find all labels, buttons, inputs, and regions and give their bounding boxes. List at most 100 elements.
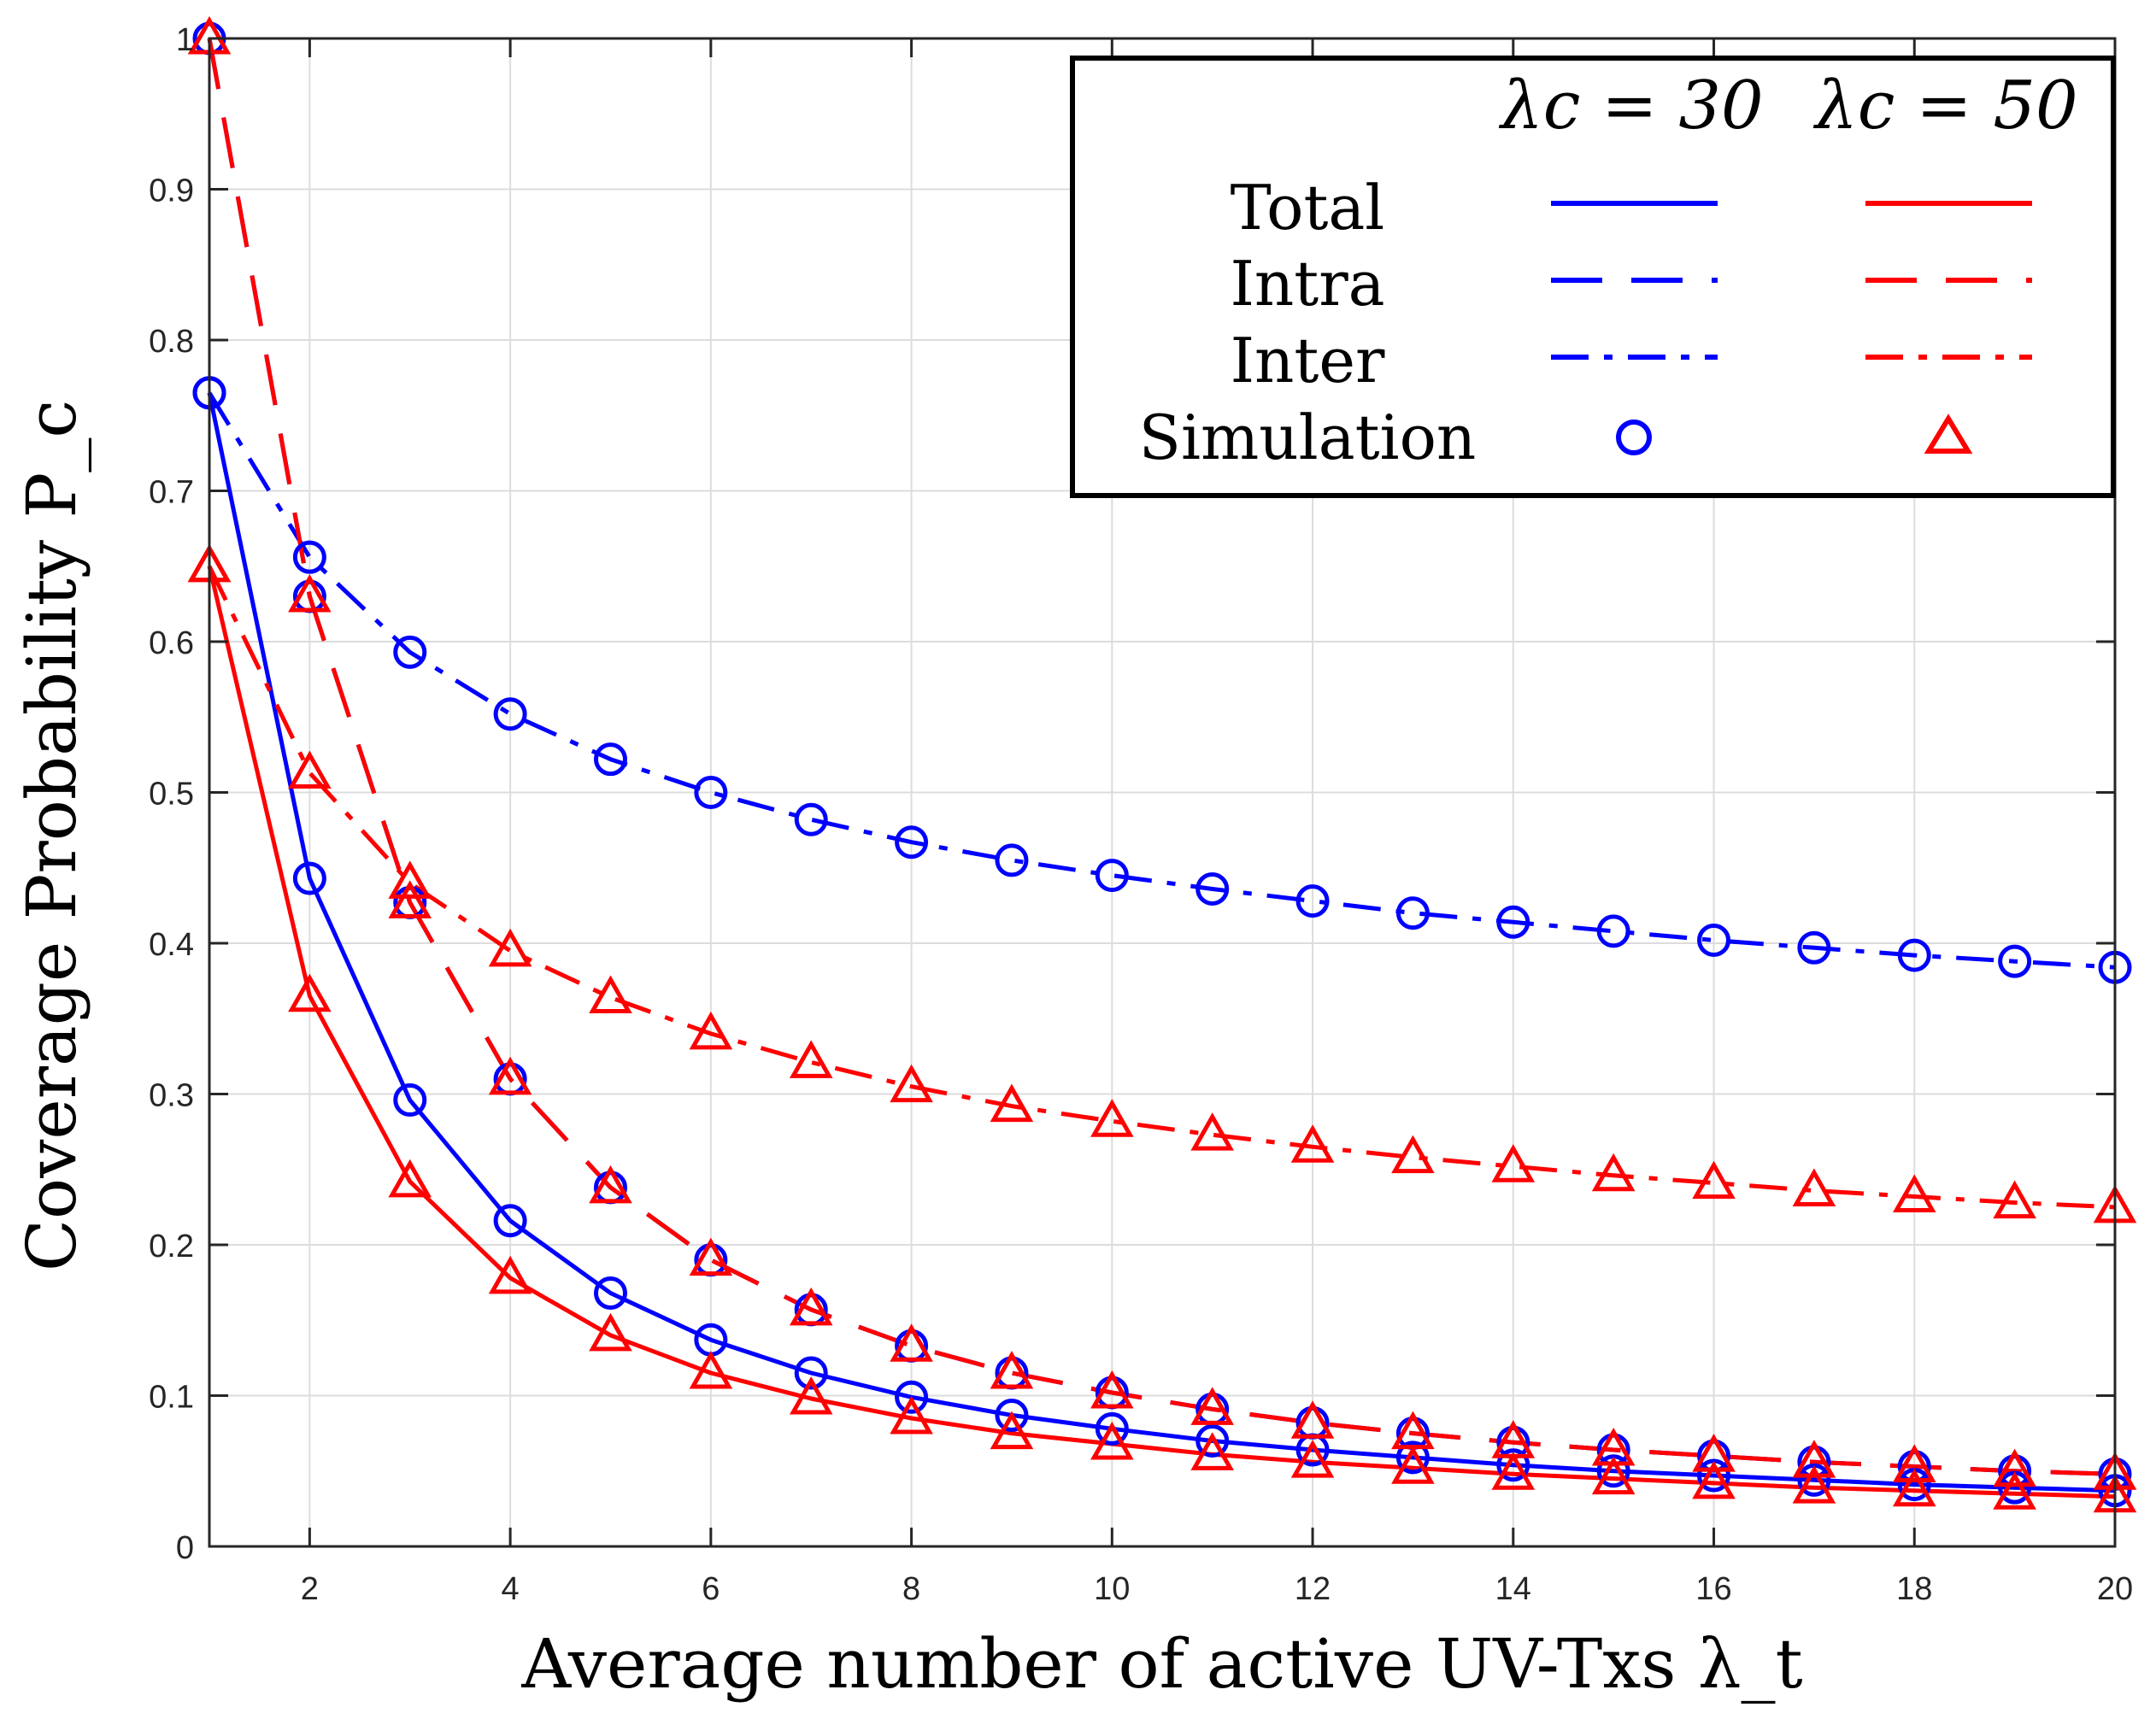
x-tick-label-6: 14 xyxy=(1495,1571,1531,1607)
x-tick-label-2: 6 xyxy=(702,1571,720,1607)
sim-triangle-s4-p8 xyxy=(990,1350,1034,1389)
sim-triangle-s3-p8 xyxy=(990,1411,1034,1450)
sim-triangle-s5-p3 xyxy=(488,928,532,967)
sim-triangle-s4-p4 xyxy=(589,1165,632,1204)
sim-circle-s2-p13 xyxy=(1496,905,1530,939)
sim-triangle-s3-p13 xyxy=(1491,1452,1536,1490)
sim-circle-s2-p7 xyxy=(895,825,929,860)
sim-triangle-s3-p15 xyxy=(1692,1460,1736,1499)
x-tick-label-5: 12 xyxy=(1295,1571,1331,1607)
sim-triangle-s5-p14 xyxy=(1591,1153,1636,1192)
legend-header-30: λc = 30 xyxy=(1498,67,1763,144)
y-axis-label: Coverage Probability P_c xyxy=(12,400,91,1271)
sim-triangle-s4-p10 xyxy=(1190,1387,1234,1425)
tick-labels: 2 4 6 8 10 12 14 16 18 20 0 0.1 0.2 0.3 0.4 0.5 0.6 0.7 0.… xyxy=(149,22,2133,1607)
sim-circle-s2-p10 xyxy=(1195,871,1230,906)
x-tick-label-1: 4 xyxy=(502,1571,520,1607)
legend-simulation-30-marker xyxy=(1616,419,1652,455)
y-tick-label-8: 0.8 xyxy=(149,324,194,360)
y-tick-label-2: 0.2 xyxy=(149,1229,194,1264)
sim-circle-s2-p9 xyxy=(1095,859,1129,893)
sim-triangle-s5-p11 xyxy=(1290,1124,1335,1163)
sim-circle-s0-p10 xyxy=(1195,1423,1230,1458)
sim-triangle-s3-p7 xyxy=(890,1395,933,1434)
x-tick-label-3: 8 xyxy=(902,1571,920,1607)
sim-triangle-s5-p6 xyxy=(789,1040,833,1078)
sim-triangle-s5-p5 xyxy=(689,1011,733,1050)
sim-triangle-s5-p1 xyxy=(288,750,332,789)
legend-label-inter: Inter xyxy=(1231,325,1385,396)
sim-triangle-s4-p9 xyxy=(1090,1370,1134,1409)
sim-triangle-s3-p10 xyxy=(1190,1432,1234,1470)
series-line-2 xyxy=(207,391,2116,970)
x-tick-label-4: 10 xyxy=(1094,1571,1130,1607)
sim-circle-s2-p15 xyxy=(1697,923,1731,957)
sim-triangle-s3-p2 xyxy=(388,1159,432,1198)
x-axis-label: Average number of active UV-Txs λ_t xyxy=(520,1624,1802,1704)
sim-triangle-s5-p4 xyxy=(589,975,632,1014)
sim-circle-s0-p13 xyxy=(1496,1448,1530,1482)
sim-circle-s0-p7 xyxy=(895,1380,929,1414)
sim-circle-s2-p1 xyxy=(292,540,326,574)
sim-triangle-s4-p3 xyxy=(488,1056,532,1095)
sim-circle-s2-p17 xyxy=(1897,938,1931,972)
sim-circle-s2-p16 xyxy=(1797,930,1831,965)
sim-circle-s2-p11 xyxy=(1295,884,1330,918)
y-tick-label-4: 0.4 xyxy=(149,927,194,963)
sim-triangle-s3-p6 xyxy=(789,1376,833,1415)
axes xyxy=(208,37,2117,1548)
x-tick-label-0: 2 xyxy=(301,1571,319,1607)
sim-circle-s0-p9 xyxy=(1095,1411,1129,1446)
sim-triangle-s5-p13 xyxy=(1491,1144,1536,1182)
sim-triangle-s5-p17 xyxy=(1892,1174,1936,1213)
legend-header-50: λc = 50 xyxy=(1812,67,2077,144)
sim-circle-s0-p2 xyxy=(393,1083,427,1118)
sim-triangle-s4-p14 xyxy=(1591,1427,1636,1466)
y-tick-label-0: 0 xyxy=(176,1530,194,1566)
legend-box xyxy=(1070,56,2116,498)
sim-triangle-s3-p11 xyxy=(1290,1440,1335,1478)
series-line-0 xyxy=(207,392,2116,1493)
legend-simulation-50-marker xyxy=(1924,414,1973,454)
sim-circle-s0-p12 xyxy=(1395,1440,1430,1475)
sim-circle-s2-p6 xyxy=(794,802,828,836)
sim-triangle-s4-p1 xyxy=(288,573,332,613)
y-tick-label-7: 0.7 xyxy=(149,475,194,511)
sim-triangle-s3-p17 xyxy=(1892,1468,1936,1507)
sim-triangle-s3-p3 xyxy=(488,1255,532,1294)
y-tick-label-1: 0.1 xyxy=(149,1380,194,1416)
x-tick-label-9: 20 xyxy=(2097,1571,2133,1607)
sim-circle-s2-p3 xyxy=(493,697,527,731)
sim-circle-s2-p18 xyxy=(1998,944,2032,978)
legend: λc = 30 λc = 50 Total Intra Inter Simula… xyxy=(1070,56,2116,498)
sim-triangle-s3-p18 xyxy=(1993,1471,2036,1510)
x-tick-label-8: 18 xyxy=(1896,1571,1932,1607)
y-axis-label-text: Coverage Probability P_c xyxy=(12,400,91,1271)
sim-triangle-s5-p7 xyxy=(890,1064,933,1103)
sim-triangle-s5-p18 xyxy=(1993,1180,2036,1219)
sim-circle-s2-p12 xyxy=(1395,896,1430,930)
sim-triangle-s4-p2 xyxy=(388,880,432,918)
legend-label-intra: Intra xyxy=(1230,248,1384,320)
x-tick-label-7: 16 xyxy=(1695,1571,1731,1607)
sim-triangle-s5-p9 xyxy=(1090,1099,1134,1137)
sim-triangle-s5-p8 xyxy=(990,1083,1034,1123)
legend-label-total: Total xyxy=(1231,172,1385,243)
sim-triangle-s5-p15 xyxy=(1692,1160,1736,1200)
legend-label-simulation: Simulation xyxy=(1139,402,1477,473)
sim-circle-s0-p3 xyxy=(493,1204,527,1238)
sim-triangle-s4-p18 xyxy=(1993,1448,2036,1487)
sim-circle-s2-p5 xyxy=(694,776,728,809)
y-tick-label-10: 1 xyxy=(176,22,194,58)
sim-circle-s2-p2 xyxy=(393,635,427,669)
sim-triangle-s3-p16 xyxy=(1792,1465,1836,1504)
sim-triangle-s3-p12 xyxy=(1391,1446,1435,1484)
sim-triangle-s3-p5 xyxy=(689,1350,733,1389)
sim-triangle-s4-p7 xyxy=(890,1323,933,1362)
sim-circle-s2-p4 xyxy=(593,742,627,777)
sim-circle-s2-p14 xyxy=(1596,914,1630,948)
sim-triangle-s4-p13 xyxy=(1491,1420,1536,1458)
sim-circle-s2-p8 xyxy=(995,843,1029,877)
